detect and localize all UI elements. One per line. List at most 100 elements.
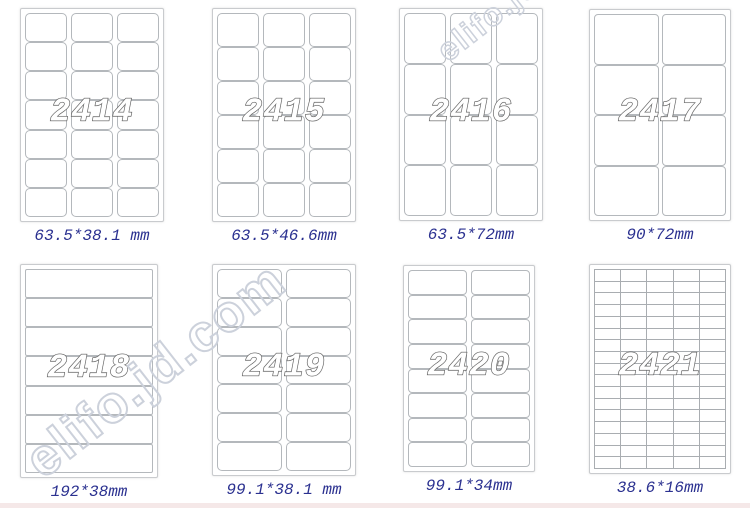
label-cell [647, 281, 673, 293]
label-cell [621, 293, 647, 305]
label-cell [217, 326, 282, 356]
label-cell [673, 328, 699, 340]
label-cell [25, 269, 153, 299]
label-cell [117, 158, 159, 188]
label-cell [595, 270, 621, 281]
label-cell [408, 368, 467, 394]
label-cell [647, 328, 673, 340]
label-cell [673, 445, 699, 457]
label-cell [647, 340, 673, 351]
label-cell [647, 375, 673, 387]
label-cell [699, 293, 725, 305]
label-cell [25, 385, 153, 415]
template-unit-2415: 2415 63.5*46.6mm [212, 8, 356, 245]
label-cell [595, 281, 621, 293]
label-cell [673, 340, 699, 351]
label-cell [621, 457, 647, 468]
label-cell [699, 328, 725, 340]
label-cell [595, 293, 621, 305]
size-caption: 99.1*38.1 mm [226, 481, 342, 499]
label-cell [673, 281, 699, 293]
label-cell [471, 343, 530, 369]
label-sheet: 2420 [403, 265, 535, 472]
label-cell [699, 457, 725, 468]
label-cell [286, 297, 351, 327]
label-cell [673, 270, 699, 281]
label-cell [699, 398, 725, 410]
size-caption: 99.1*34mm [425, 477, 513, 495]
label-cell [408, 270, 467, 295]
label-cell [263, 149, 305, 183]
label-cell [408, 442, 467, 467]
label-cell [404, 114, 446, 166]
label-cell [673, 375, 699, 387]
label-cell [661, 115, 726, 166]
label-cell [496, 114, 538, 166]
label-cell [595, 457, 621, 468]
label-cell [699, 387, 725, 398]
label-cell [404, 13, 446, 64]
label-cell [217, 355, 282, 385]
label-cell [673, 305, 699, 316]
label-cell [661, 14, 726, 65]
label-grid [594, 269, 726, 469]
template-unit-2414: 2414 63.5*38.1 mm [20, 8, 164, 245]
label-cell [647, 316, 673, 328]
label-grid [594, 14, 726, 216]
label-cell [699, 351, 725, 363]
label-cell [217, 269, 282, 298]
label-cell [647, 305, 673, 316]
label-cell [595, 398, 621, 410]
label-cell [71, 71, 113, 101]
label-sheet: 2418 [20, 264, 158, 478]
label-cell [647, 387, 673, 398]
label-cell [117, 100, 159, 130]
product-code: 2419 [242, 348, 326, 386]
size-caption: 192*38mm [50, 483, 128, 501]
label-cell [621, 351, 647, 363]
label-cell [595, 375, 621, 387]
label-cell [217, 442, 282, 471]
label-cell [661, 64, 726, 115]
label-cell [471, 393, 530, 418]
label-cell [496, 13, 538, 64]
label-cell [217, 297, 282, 327]
label-cell [471, 319, 530, 344]
label-cell [286, 269, 351, 298]
label-cell [286, 384, 351, 414]
label-cell [621, 422, 647, 433]
label-cell [25, 71, 67, 101]
label-cell [621, 281, 647, 293]
label-cell [25, 443, 153, 473]
label-cell [471, 368, 530, 394]
label-cell [661, 165, 726, 216]
label-grid [408, 270, 530, 467]
label-cell [408, 417, 467, 443]
product-code: 2417 [618, 93, 702, 131]
label-cell [309, 115, 351, 149]
label-cell [595, 328, 621, 340]
label-cell [217, 13, 259, 47]
label-cell [621, 363, 647, 375]
label-cell [286, 326, 351, 356]
label-cell [595, 410, 621, 422]
label-cell [217, 47, 259, 81]
label-cell [286, 442, 351, 471]
label-cell [117, 13, 159, 43]
label-cell [286, 413, 351, 443]
label-cell [699, 305, 725, 316]
label-cell [621, 445, 647, 457]
label-cell [595, 363, 621, 375]
label-cell [217, 183, 259, 217]
label-cell [699, 316, 725, 328]
label-grid [217, 13, 351, 217]
label-cell [647, 457, 673, 468]
label-cell [496, 63, 538, 115]
label-cell [408, 294, 467, 320]
label-cell [217, 149, 259, 183]
label-cell [25, 42, 67, 72]
label-cell [647, 422, 673, 433]
label-cell [621, 340, 647, 351]
label-cell [117, 187, 159, 217]
